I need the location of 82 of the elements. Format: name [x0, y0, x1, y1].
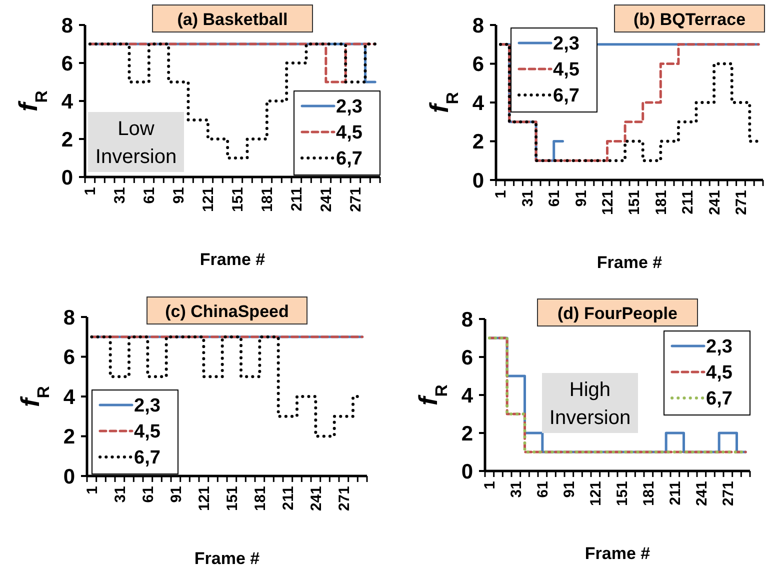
y-tick-label: 4	[61, 90, 74, 114]
x-tick-label: 1	[82, 187, 100, 196]
chart-title: (a) Basketball	[177, 10, 288, 29]
y-tick-label: 2	[472, 130, 484, 154]
x-tick-label: 1	[84, 486, 101, 494]
y-tick-label: 0	[472, 169, 484, 192]
x-tick-label: 151	[224, 486, 241, 512]
y-tick-label: 2	[461, 422, 473, 446]
x-tick-label: 181	[652, 190, 670, 216]
y-tick-label: 8	[461, 308, 474, 332]
x-tick-label: 31	[519, 190, 536, 207]
y-tick-label: 8	[61, 14, 74, 38]
annotation: Low Inversion	[95, 118, 177, 168]
x-tick-label: 211	[667, 481, 684, 506]
y-tick-label: 4	[472, 92, 484, 115]
legend-label: 4,5	[134, 422, 161, 443]
y-tick-label: 0	[461, 460, 473, 484]
x-tick-label: 61	[141, 187, 158, 204]
x-axis-title: Frame #	[584, 544, 651, 563]
x-axis-title: Frame #	[200, 250, 266, 269]
x-tick-label: 121	[200, 187, 218, 212]
y-tick-label: 6	[63, 346, 75, 370]
legend-label: 4,5	[706, 362, 733, 384]
legend-label: 4,5	[336, 122, 363, 144]
x-tick-label: 271	[336, 486, 353, 512]
x-tick-label: 61	[534, 481, 552, 498]
x-tick-label: 121	[600, 190, 616, 216]
x-tick-label: 61	[546, 190, 564, 207]
legend-label: 6,7	[553, 86, 580, 107]
annotation: High Inversion	[549, 379, 631, 429]
x-tick-label: 211	[288, 187, 306, 212]
y-tick-label: 8	[63, 306, 76, 330]
x-tick-label: 211	[680, 190, 697, 214]
y-tick-label: 2	[63, 426, 75, 449]
y-tick-label: 4	[461, 384, 474, 408]
legend-label: 2,3	[553, 34, 580, 55]
x-tick-label: 271	[733, 190, 750, 216]
y-tick-label: 4	[63, 386, 76, 409]
x-tick-label: 211	[280, 486, 297, 510]
x-tick-label: 181	[252, 486, 269, 512]
y-tick-label: 2	[61, 128, 73, 152]
x-tick-label: 61	[140, 486, 157, 503]
x-tick-label: 151	[614, 481, 632, 506]
x-tick-label: 31	[112, 486, 129, 503]
y-tick-label: 0	[61, 166, 73, 190]
legend-label: 2,3	[706, 336, 732, 358]
x-tick-label: 91	[561, 481, 578, 498]
x-tick-label: 241	[706, 190, 724, 216]
x-tick-label: 91	[572, 190, 590, 207]
x-tick-label: 181	[640, 481, 658, 506]
y-tick-label: 6	[461, 346, 473, 370]
x-tick-label: 31	[508, 481, 526, 498]
x-tick-label: 91	[168, 486, 185, 503]
x-axis-title: Frame #	[596, 253, 663, 272]
x-tick-label: 151	[230, 187, 247, 212]
x-tick-label: 181	[259, 187, 276, 212]
legend-label: 2,3	[336, 96, 362, 118]
legend-label: 2,3	[134, 396, 160, 417]
legend-label: 6,7	[706, 388, 732, 410]
x-tick-label: 31	[112, 187, 129, 204]
y-tick-label: 6	[472, 53, 484, 76]
x-tick-label: 121	[196, 486, 213, 512]
x-tick-label: 151	[626, 190, 644, 216]
x-tick-label: 271	[720, 481, 738, 506]
x-tick-label: 271	[348, 187, 365, 212]
x-tick-label: 121	[588, 481, 605, 506]
chart-title: (c) ChinaSpeed	[165, 302, 289, 321]
legend-label: 6,7	[336, 148, 362, 170]
x-axis-title: Frame #	[194, 549, 260, 568]
legend-label: 6,7	[134, 448, 160, 469]
y-tick-label: 8	[472, 14, 484, 38]
chart-title: (b) BQTerrace	[633, 10, 746, 29]
x-tick-label: 241	[308, 486, 325, 512]
chart-title: (d) FourPeople	[558, 304, 678, 323]
x-tick-label: 1	[482, 481, 499, 490]
x-tick-label: 91	[170, 187, 188, 204]
y-tick-label: 0	[63, 465, 75, 488]
x-tick-label: 241	[318, 187, 336, 212]
legend-label: 4,5	[553, 60, 580, 81]
y-tick-label: 6	[61, 52, 73, 76]
x-tick-label: 241	[694, 481, 711, 506]
x-tick-label: 1	[492, 190, 510, 198]
